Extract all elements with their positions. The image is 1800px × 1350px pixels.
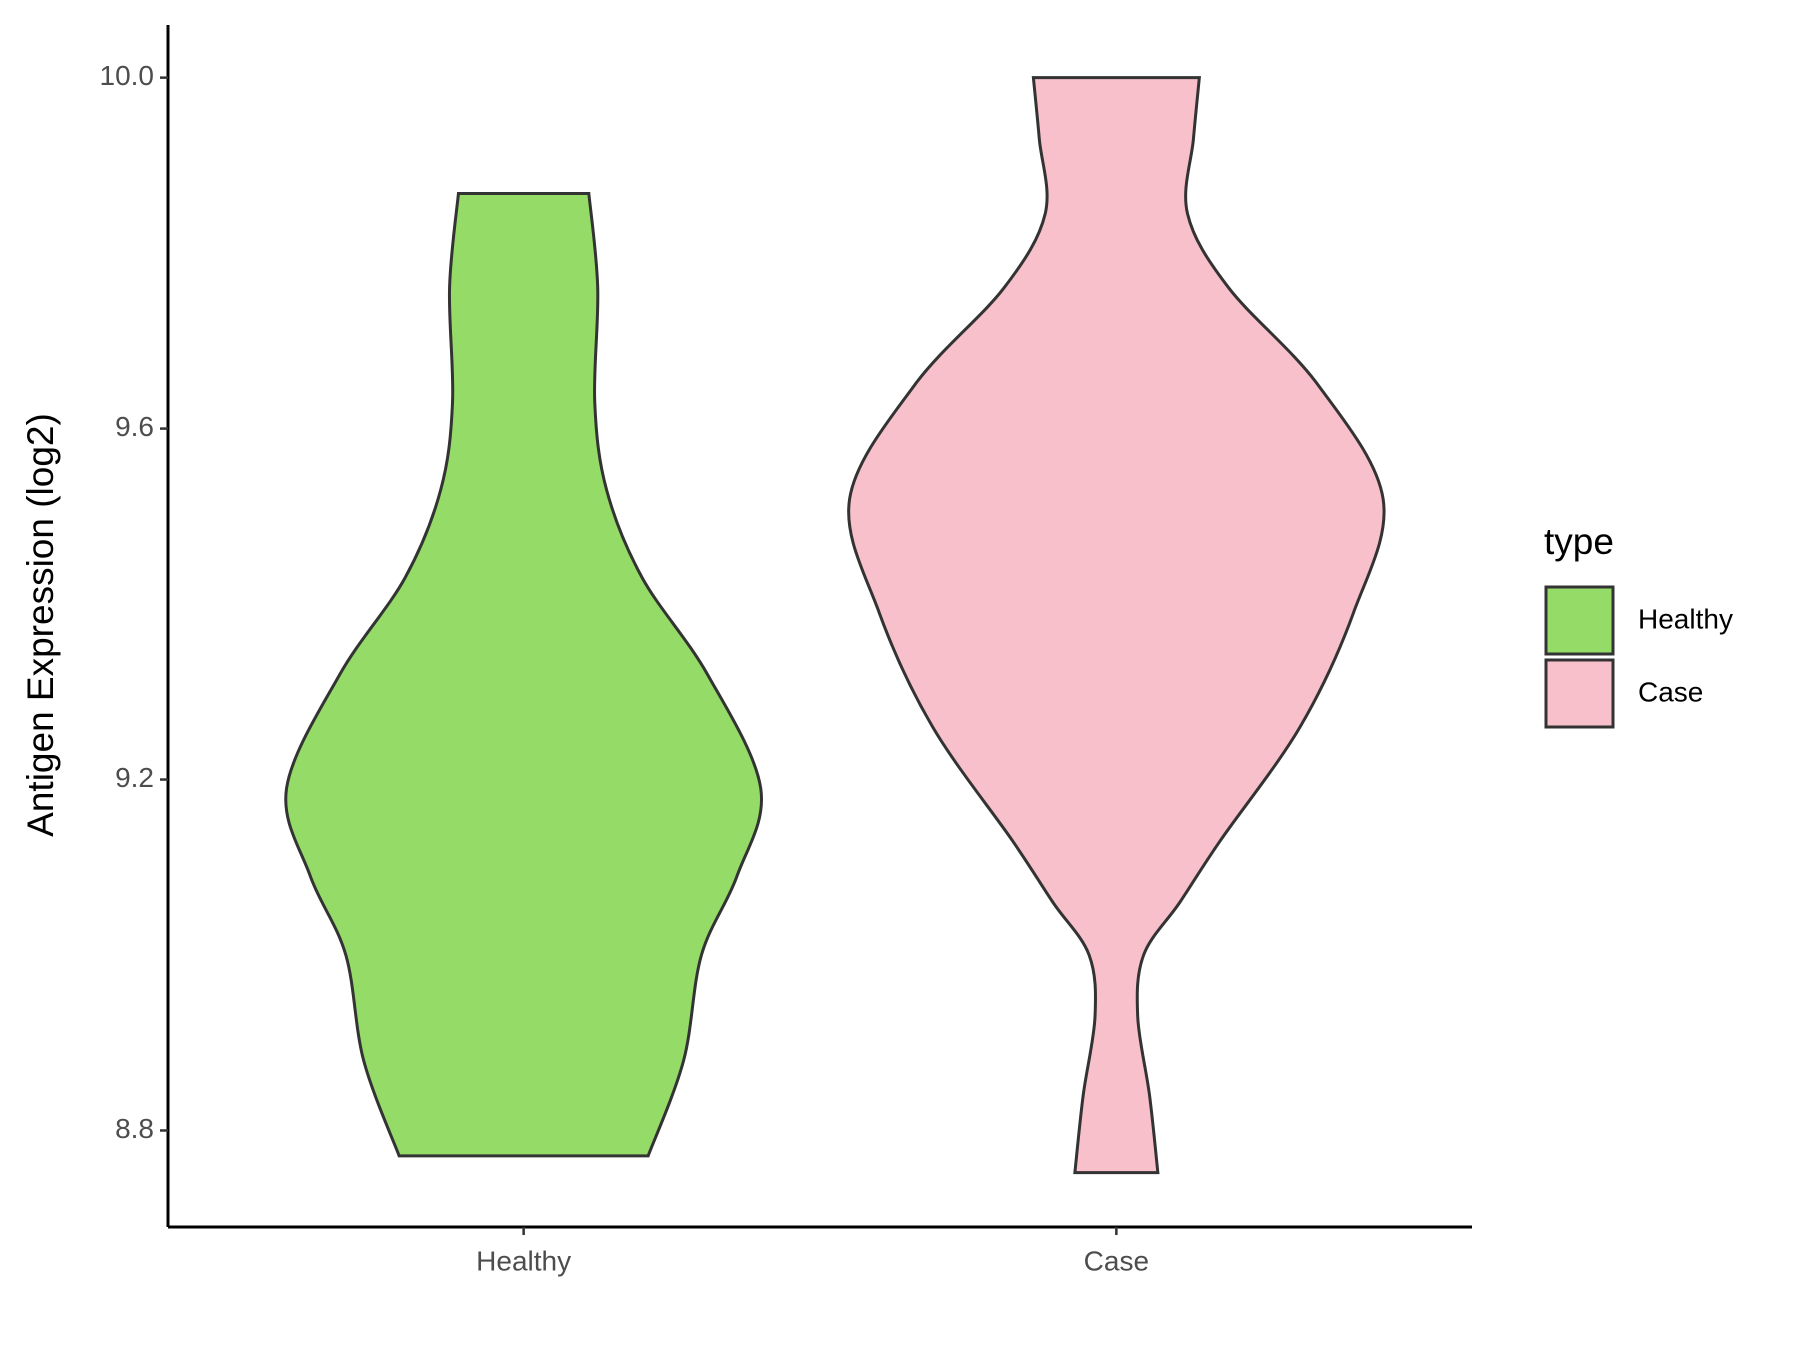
y-tick-label: 9.2 [115,762,154,793]
y-tick-label: 8.8 [115,1113,154,1144]
legend-title: type [1544,521,1614,562]
y-axis-title: Antigen Expression (log2) [20,413,61,837]
violin [847,76,1386,1175]
x-tick-label: Case [1084,1245,1149,1276]
legend-key [1544,658,1615,729]
violin [284,191,764,1158]
legend-key [1544,585,1615,656]
legend-label: Case [1638,676,1703,707]
y-tick-label: 9.6 [115,411,154,442]
legend-label: Healthy [1638,603,1733,634]
y-tick-label: 10.0 [100,60,155,91]
x-tick-label: Healthy [476,1245,571,1276]
